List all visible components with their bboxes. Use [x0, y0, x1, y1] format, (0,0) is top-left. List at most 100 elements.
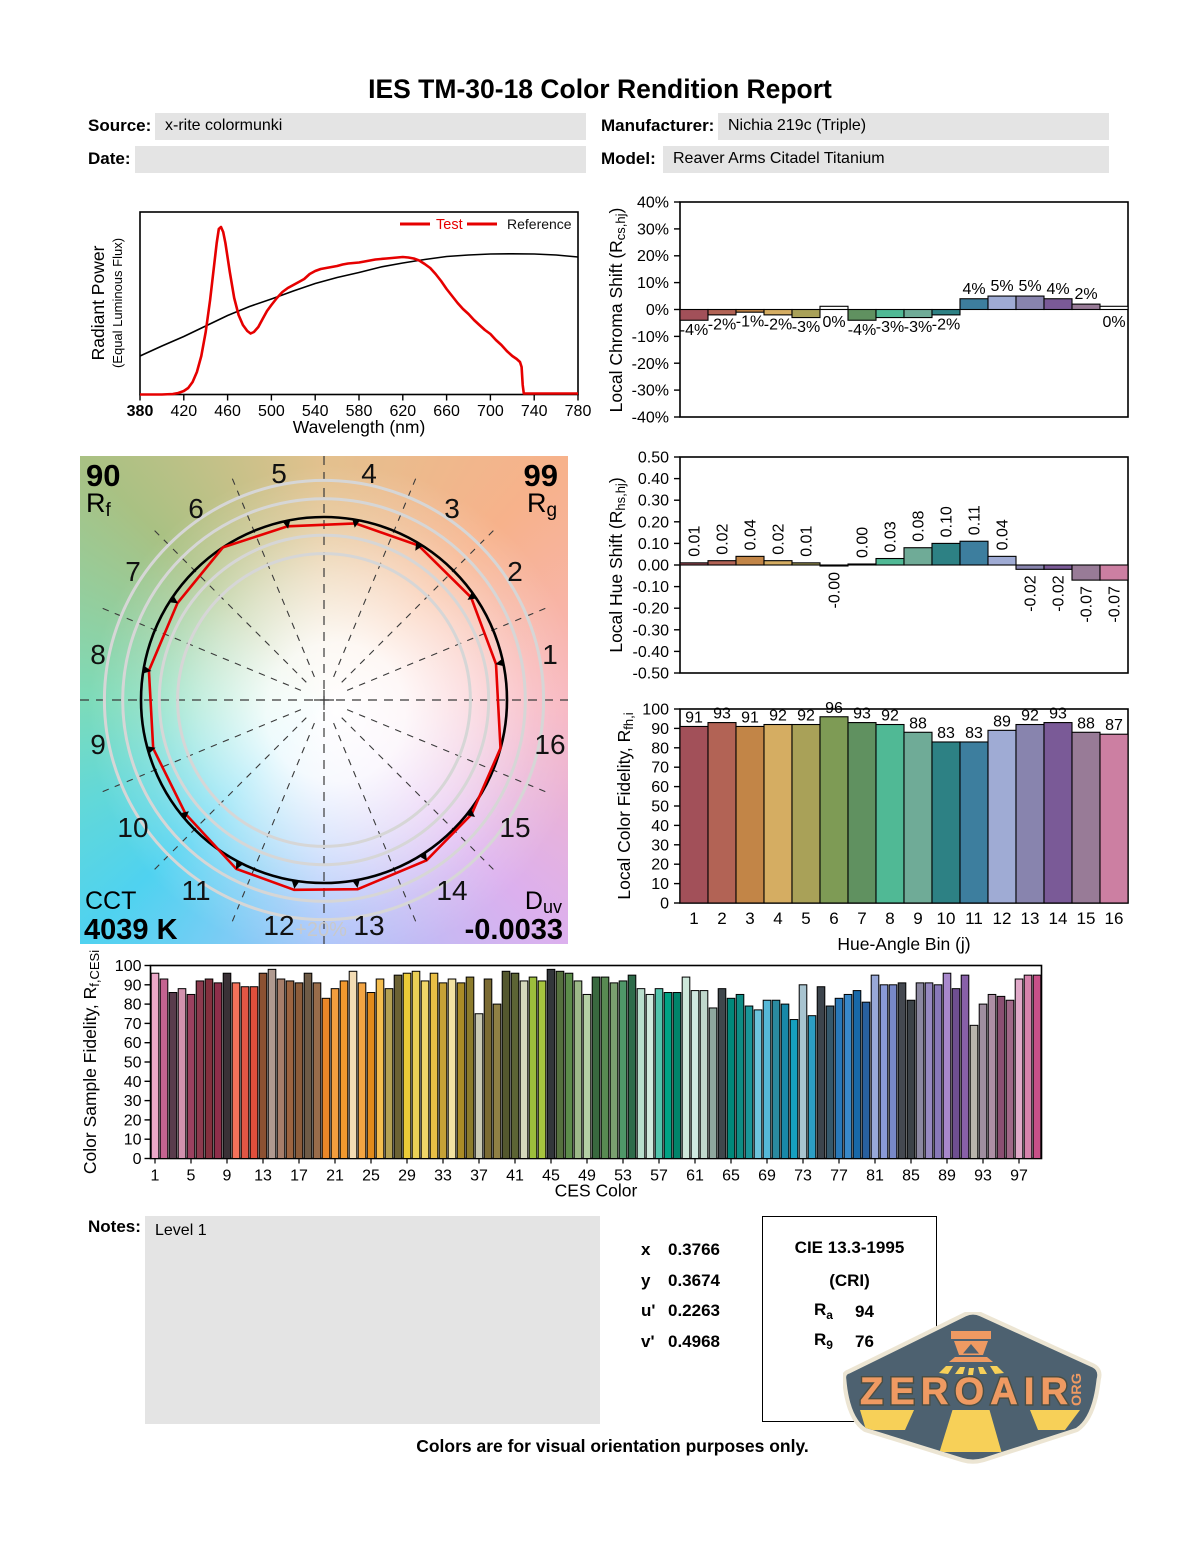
svg-text:97: 97 — [1010, 1168, 1028, 1185]
svg-text:65: 65 — [722, 1168, 740, 1185]
svg-text:Wavelength (nm): Wavelength (nm) — [293, 417, 426, 437]
svg-text:3: 3 — [745, 909, 754, 928]
svg-text:13: 13 — [1021, 909, 1040, 928]
svg-text:6: 6 — [829, 909, 838, 928]
svg-text:37: 37 — [470, 1168, 488, 1185]
svg-text:16: 16 — [534, 729, 565, 760]
svg-text:(Equal Luminous Flux): (Equal Luminous Flux) — [110, 238, 125, 368]
svg-text:4%: 4% — [1046, 281, 1069, 298]
svg-text:11: 11 — [181, 875, 210, 906]
svg-text:-2%: -2% — [932, 316, 960, 333]
svg-text:93: 93 — [974, 1168, 992, 1185]
svg-text:5%: 5% — [990, 278, 1013, 295]
svg-text:-0.50: -0.50 — [633, 666, 670, 683]
svg-text:0.20: 0.20 — [638, 514, 669, 531]
svg-text:-0.20: -0.20 — [633, 601, 670, 618]
svg-text:-3%: -3% — [792, 319, 820, 336]
svg-text:12: 12 — [993, 909, 1012, 928]
svg-text:83: 83 — [965, 725, 983, 742]
svg-text:0.00: 0.00 — [638, 558, 669, 575]
svg-text:87: 87 — [1105, 717, 1123, 734]
svg-text:-0.07: -0.07 — [1107, 586, 1124, 623]
svg-text:92: 92 — [797, 708, 815, 725]
svg-text:0.02: 0.02 — [771, 523, 788, 554]
svg-text:620: 620 — [389, 403, 416, 420]
svg-text:Local Hue Shift (Rhs,hj): Local Hue Shift (Rhs,hj) — [606, 477, 628, 652]
svg-text:40%: 40% — [637, 195, 669, 212]
svg-text:61: 61 — [686, 1168, 704, 1185]
svg-text:0%: 0% — [646, 302, 669, 319]
svg-text:740: 740 — [521, 403, 548, 420]
svg-text:-2%: -2% — [708, 316, 736, 333]
svg-text:16: 16 — [1105, 909, 1124, 928]
svg-text:40: 40 — [651, 818, 669, 835]
svg-text:Test: Test — [436, 217, 463, 233]
svg-text:0.01: 0.01 — [799, 526, 816, 557]
svg-text:6: 6 — [188, 493, 204, 524]
svg-text:21: 21 — [326, 1168, 344, 1185]
svg-text:-0.00: -0.00 — [827, 572, 844, 609]
svg-text:420: 420 — [170, 403, 197, 420]
svg-text:29: 29 — [398, 1168, 416, 1185]
svg-text:0.01: 0.01 — [687, 526, 704, 557]
svg-text:99: 99 — [524, 458, 558, 493]
svg-text:50: 50 — [651, 799, 669, 816]
svg-text:100: 100 — [115, 958, 142, 975]
svg-text:4: 4 — [773, 909, 782, 928]
svg-text:45: 45 — [542, 1168, 560, 1185]
svg-text:60: 60 — [651, 779, 669, 796]
svg-text:0.10: 0.10 — [638, 536, 669, 553]
svg-text:0.03: 0.03 — [883, 521, 900, 552]
svg-text:4039 K: 4039 K — [84, 914, 178, 944]
svg-text:Hue-Angle Bin (j): Hue-Angle Bin (j) — [837, 934, 970, 954]
svg-text:11: 11 — [965, 909, 983, 928]
svg-text:30: 30 — [124, 1093, 142, 1110]
svg-text:1: 1 — [151, 1168, 160, 1185]
svg-text:700: 700 — [477, 403, 504, 420]
svg-text:88: 88 — [909, 715, 927, 732]
svg-text:10: 10 — [651, 876, 669, 893]
svg-text:2%: 2% — [1074, 286, 1097, 303]
svg-text:70: 70 — [124, 1016, 142, 1033]
svg-text:13: 13 — [254, 1168, 272, 1185]
svg-text:85: 85 — [902, 1168, 920, 1185]
svg-text:81: 81 — [866, 1168, 884, 1185]
svg-text:Local Chroma Shift (Rcs,hj): Local Chroma Shift (Rcs,hj) — [606, 208, 628, 413]
svg-text:7: 7 — [857, 909, 866, 928]
svg-text:ZEROAIR: ZEROAIR — [860, 1371, 1068, 1413]
svg-text:14: 14 — [1049, 909, 1068, 928]
svg-text:Local Color Fidelity, Rfh,i: Local Color Fidelity, Rfh,i — [614, 712, 636, 899]
svg-text:-0.0033: -0.0033 — [465, 914, 563, 944]
svg-text:89: 89 — [993, 713, 1011, 730]
svg-text:-0.02: -0.02 — [1023, 575, 1040, 612]
svg-text:660: 660 — [433, 403, 460, 420]
svg-text:69: 69 — [758, 1168, 776, 1185]
svg-text:30%: 30% — [637, 221, 669, 238]
svg-text:93: 93 — [713, 706, 731, 723]
svg-text:0.50: 0.50 — [638, 450, 669, 467]
svg-text:8: 8 — [90, 639, 106, 670]
svg-text:-4%: -4% — [848, 322, 876, 339]
svg-text:8: 8 — [885, 909, 894, 928]
svg-text:380: 380 — [127, 403, 154, 420]
svg-text:Duv: Duv — [525, 887, 562, 917]
svg-text:70: 70 — [651, 760, 669, 777]
svg-text:0.08: 0.08 — [911, 510, 928, 541]
svg-text:33: 33 — [434, 1168, 452, 1185]
svg-text:-0.07: -0.07 — [1079, 586, 1096, 623]
svg-text:500: 500 — [258, 403, 285, 420]
svg-text:92: 92 — [881, 708, 899, 725]
svg-text:-20%: -20% — [632, 356, 669, 373]
svg-text:Radiant Power: Radiant Power — [88, 245, 108, 360]
svg-text:2: 2 — [717, 909, 726, 928]
svg-text:4%: 4% — [962, 281, 985, 298]
svg-text:50: 50 — [124, 1055, 142, 1072]
svg-text:83: 83 — [937, 725, 955, 742]
svg-text:460: 460 — [214, 403, 241, 420]
svg-text:1: 1 — [689, 909, 698, 928]
svg-text:13: 13 — [353, 910, 384, 941]
svg-text:0.30: 0.30 — [638, 493, 669, 510]
svg-text:Reference: Reference — [507, 216, 572, 232]
svg-text:89: 89 — [938, 1168, 956, 1185]
svg-text:Color Sample Fidelity, Rf,CESi: Color Sample Fidelity, Rf,CESi — [80, 950, 102, 1174]
